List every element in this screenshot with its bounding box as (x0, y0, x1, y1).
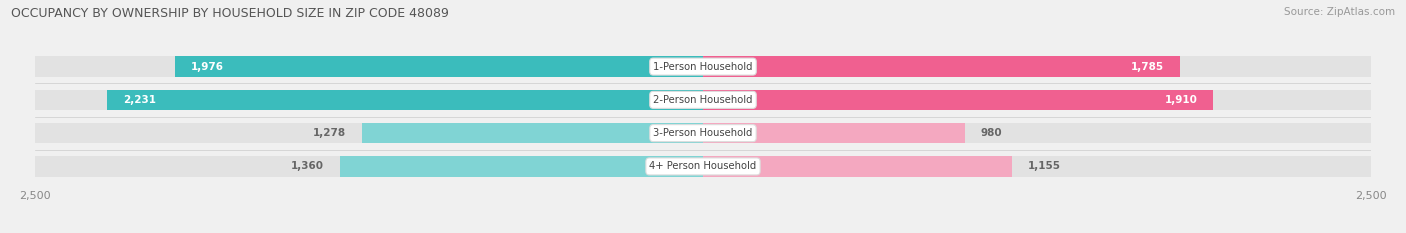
Text: 980: 980 (981, 128, 1002, 138)
Text: 1,785: 1,785 (1130, 62, 1164, 72)
Bar (35, 89, 703, 110)
Text: 2,231: 2,231 (124, 95, 156, 105)
Bar (35, 56, 703, 77)
Bar (703, 89, 1213, 110)
Text: 1,910: 1,910 (1164, 95, 1197, 105)
Bar (703, 56, 1180, 77)
Text: 1,278: 1,278 (312, 128, 346, 138)
Bar (703, 156, 1011, 177)
Text: 1,360: 1,360 (291, 161, 323, 171)
Text: 2-Person Household: 2-Person Household (654, 95, 752, 105)
Text: Source: ZipAtlas.com: Source: ZipAtlas.com (1284, 7, 1395, 17)
Bar (703, 123, 1371, 144)
Text: OCCUPANCY BY OWNERSHIP BY HOUSEHOLD SIZE IN ZIP CODE 48089: OCCUPANCY BY OWNERSHIP BY HOUSEHOLD SIZE… (11, 7, 449, 20)
Bar (703, 89, 1371, 110)
Bar (703, 156, 1371, 177)
Bar (35, 156, 703, 177)
Bar (703, 123, 965, 144)
Text: 1-Person Household: 1-Person Household (654, 62, 752, 72)
Bar (107, 89, 703, 110)
Bar (703, 56, 1371, 77)
Text: 1,155: 1,155 (1028, 161, 1060, 171)
Text: 4+ Person Household: 4+ Person Household (650, 161, 756, 171)
Bar (361, 123, 703, 144)
Bar (35, 123, 703, 144)
Text: 3-Person Household: 3-Person Household (654, 128, 752, 138)
Bar (340, 156, 703, 177)
Text: 1,976: 1,976 (191, 62, 224, 72)
Bar (176, 56, 703, 77)
